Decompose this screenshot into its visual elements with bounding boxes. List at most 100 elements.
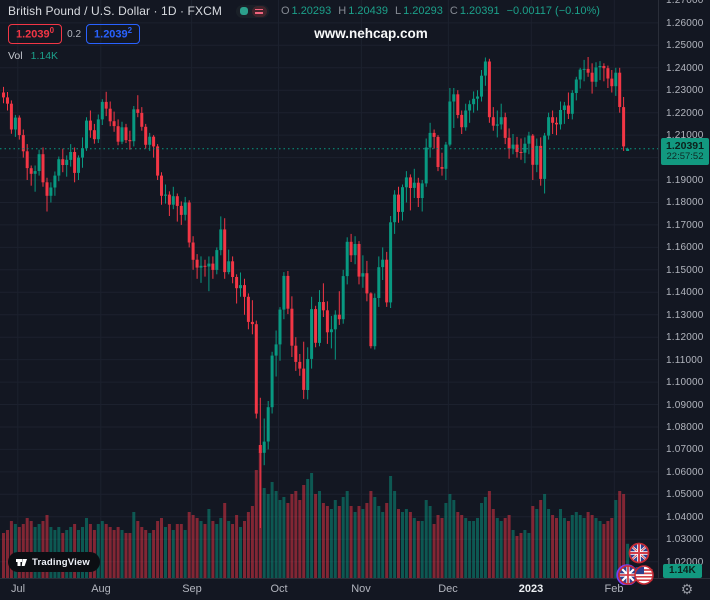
volume-bar[interactable]: [294, 491, 298, 578]
volume-bar[interactable]: [606, 521, 610, 578]
volume-bar[interactable]: [73, 524, 77, 578]
candle[interactable]: [424, 138, 428, 187]
candle[interactable]: [551, 110, 555, 135]
volume-bar[interactable]: [132, 512, 136, 578]
candle[interactable]: [37, 149, 41, 176]
volume-bar[interactable]: [266, 494, 270, 578]
volume-bar[interactable]: [610, 518, 614, 578]
candle[interactable]: [13, 114, 17, 137]
volume-bar[interactable]: [140, 527, 144, 578]
volume-bar[interactable]: [45, 515, 49, 578]
volume-bar[interactable]: [499, 521, 503, 578]
volume-bar[interactable]: [345, 491, 349, 578]
volume-bar[interactable]: [416, 521, 420, 578]
candle[interactable]: [25, 144, 29, 180]
volume-bar[interactable]: [2, 533, 5, 578]
candle[interactable]: [543, 132, 547, 194]
candle[interactable]: [266, 401, 270, 450]
symbol-title[interactable]: British Pound / U.S. Dollar · 1D · FXCM: [8, 4, 222, 18]
candle[interactable]: [132, 106, 136, 147]
volume-bar[interactable]: [333, 500, 337, 578]
gear-icon[interactable]: ⚙: [680, 581, 694, 597]
volume-bar[interactable]: [41, 521, 45, 578]
volume-bar[interactable]: [21, 524, 25, 578]
volume-bar[interactable]: [37, 524, 41, 578]
visibility-dot-icon[interactable]: [239, 7, 248, 15]
volume-bar[interactable]: [408, 512, 412, 578]
candle[interactable]: [207, 256, 211, 292]
candle[interactable]: [610, 70, 614, 93]
candle[interactable]: [566, 92, 570, 120]
candle[interactable]: [211, 256, 215, 279]
candle[interactable]: [495, 110, 499, 138]
volume-bar[interactable]: [448, 494, 452, 578]
candle[interactable]: [302, 341, 306, 399]
volume-bar[interactable]: [365, 503, 369, 578]
candle[interactable]: [480, 70, 483, 102]
candle[interactable]: [156, 144, 160, 180]
volume-bar[interactable]: [100, 521, 104, 578]
volume-bar[interactable]: [156, 521, 160, 578]
candle[interactable]: [614, 67, 618, 96]
candle[interactable]: [120, 121, 124, 145]
candle[interactable]: [167, 191, 171, 216]
volume-bar[interactable]: [480, 503, 483, 578]
candle[interactable]: [464, 103, 468, 131]
volume-bar[interactable]: [476, 518, 479, 578]
candle[interactable]: [483, 57, 487, 86]
volume-bar[interactable]: [310, 473, 314, 578]
candle[interactable]: [286, 271, 290, 315]
candle[interactable]: [183, 196, 187, 221]
volume-bar[interactable]: [539, 500, 543, 578]
candle[interactable]: [527, 131, 531, 155]
volume-bar[interactable]: [590, 515, 594, 578]
volume-bar[interactable]: [464, 518, 468, 578]
volume-bar[interactable]: [622, 494, 626, 578]
candle[interactable]: [100, 99, 104, 125]
volume-bar[interactable]: [171, 530, 175, 578]
volume-bar[interactable]: [96, 524, 100, 578]
volume-bar[interactable]: [219, 518, 223, 578]
volume-bar[interactable]: [148, 533, 152, 578]
candle[interactable]: [412, 168, 416, 198]
candle[interactable]: [397, 186, 400, 223]
volume-bar[interactable]: [337, 506, 341, 578]
volume-bar[interactable]: [286, 503, 290, 578]
volume-bar[interactable]: [452, 500, 456, 578]
volume-bar[interactable]: [179, 524, 183, 578]
candle[interactable]: [377, 256, 381, 307]
candle[interactable]: [503, 112, 507, 145]
candle[interactable]: [404, 171, 408, 203]
candle[interactable]: [361, 255, 365, 288]
candle[interactable]: [191, 236, 195, 270]
volume-bar[interactable]: [555, 518, 558, 578]
candle[interactable]: [215, 247, 219, 275]
candle[interactable]: [274, 330, 278, 377]
candle[interactable]: [626, 147, 630, 151]
candle[interactable]: [306, 347, 310, 400]
candle[interactable]: [357, 241, 361, 285]
candle[interactable]: [436, 135, 440, 172]
volume-bar[interactable]: [531, 506, 535, 578]
candle[interactable]: [152, 135, 156, 158]
volume-bar[interactable]: [420, 521, 424, 578]
candle[interactable]: [444, 141, 448, 180]
volume-bar[interactable]: [85, 518, 88, 578]
candle[interactable]: [574, 76, 578, 101]
candle[interactable]: [555, 117, 558, 136]
candle[interactable]: [96, 114, 100, 144]
volume-bar[interactable]: [290, 494, 294, 578]
volume-bar[interactable]: [254, 470, 258, 578]
volume-bar[interactable]: [282, 497, 286, 578]
candle[interactable]: [491, 107, 495, 131]
candle[interactable]: [440, 152, 444, 176]
volume-bar[interactable]: [472, 521, 476, 578]
volume-bar[interactable]: [112, 530, 116, 578]
volume-bar[interactable]: [598, 521, 602, 578]
volume-bar[interactable]: [618, 491, 622, 578]
candle[interactable]: [381, 247, 385, 280]
volume-bar[interactable]: [9, 521, 13, 578]
volume-bar[interactable]: [468, 521, 472, 578]
candle[interactable]: [318, 290, 321, 347]
candle[interactable]: [73, 147, 77, 183]
